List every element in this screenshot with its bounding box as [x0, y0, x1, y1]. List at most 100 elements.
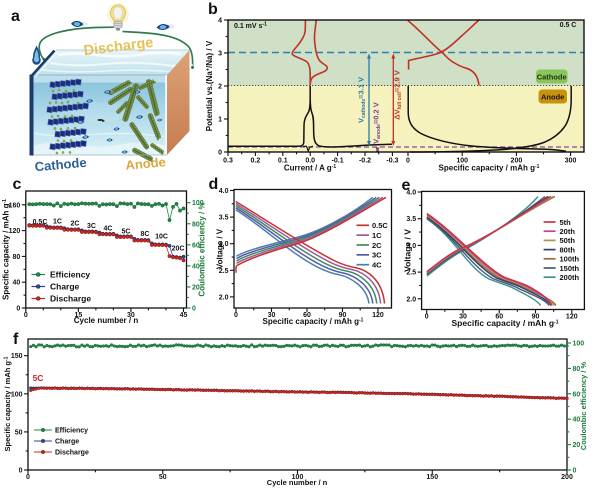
svg-text:Cathode: Cathode [537, 73, 567, 82]
svg-text:80: 80 [13, 254, 21, 261]
svg-text:Anode: Anode [541, 93, 564, 102]
svg-text:4.0: 4.0 [406, 190, 416, 197]
svg-text:30: 30 [268, 312, 276, 319]
svg-text:40: 40 [573, 417, 581, 424]
svg-text:f: f [13, 331, 19, 348]
svg-text:2C: 2C [372, 241, 382, 250]
svg-text:Cycle number / n: Cycle number / n [74, 316, 139, 325]
svg-text:c: c [13, 176, 22, 193]
svg-text:-0.2: -0.2 [359, 158, 371, 165]
svg-text:e: e [402, 177, 411, 194]
svg-text:100: 100 [292, 474, 304, 481]
svg-text:0.0: 0.0 [305, 158, 315, 165]
svg-text:0: 0 [16, 306, 20, 313]
svg-text:Cycle number / n: Cycle number / n [267, 478, 328, 487]
svg-text:Discharge: Discharge [55, 450, 89, 457]
svg-text:3.5: 3.5 [406, 216, 416, 223]
svg-text:0: 0 [425, 313, 429, 320]
svg-text:Current / A g-1: Current / A g-1 [284, 164, 337, 173]
svg-text:0: 0 [406, 158, 410, 165]
svg-text:1C: 1C [53, 219, 62, 226]
svg-text:5C: 5C [33, 373, 44, 383]
svg-text:0: 0 [234, 312, 238, 319]
svg-text:Specific capacity / mAh g-1: Specific capacity / mAh g-1 [3, 356, 12, 451]
svg-text:Specific capacity / mAh g-1: Specific capacity / mAh g-1 [2, 199, 11, 300]
svg-text:160: 160 [9, 202, 21, 209]
svg-text:Vanode=0.2 V: Vanode=0.2 V [372, 102, 383, 144]
svg-text:Vcathode=3.1 V: Vcathode=3.1 V [357, 77, 368, 123]
svg-text:50: 50 [15, 429, 23, 436]
svg-text:120: 120 [566, 313, 578, 320]
svg-text:Potential vs.(Na+/Na) / V: Potential vs.(Na+/Na) / V [205, 40, 214, 131]
svg-text:20C: 20C [172, 246, 185, 253]
svg-text:80: 80 [573, 366, 581, 373]
svg-text:120: 120 [9, 228, 21, 235]
svg-text:3.5: 3.5 [219, 215, 229, 222]
svg-text:Charge: Charge [50, 282, 80, 292]
svg-text:20: 20 [192, 284, 200, 291]
svg-text:Coulombic efficiency / %: Coulombic efficiency / % [198, 202, 207, 296]
svg-text:2C: 2C [71, 221, 80, 228]
svg-text:80th: 80th [560, 245, 576, 254]
svg-text:150: 150 [426, 474, 438, 481]
svg-text:40: 40 [13, 280, 21, 287]
svg-text:30: 30 [459, 313, 467, 320]
svg-text:20th: 20th [560, 227, 576, 236]
svg-text:0: 0 [24, 312, 28, 319]
svg-text:0: 0 [192, 306, 196, 313]
svg-text:100: 100 [11, 391, 23, 398]
svg-text:0.5C: 0.5C [33, 219, 48, 226]
svg-text:80: 80 [192, 221, 200, 228]
svg-text:Anode: Anode [125, 154, 167, 172]
svg-text:0.1 mV s-1: 0.1 mV s-1 [234, 22, 267, 31]
svg-text:100: 100 [456, 158, 468, 165]
svg-text:0.2: 0.2 [251, 158, 261, 165]
svg-text:0.5 C: 0.5 C [560, 22, 577, 29]
svg-text:0: 0 [19, 468, 23, 475]
svg-text:15: 15 [74, 312, 82, 319]
svg-text:Cathode: Cathode [34, 155, 87, 174]
svg-text:200: 200 [561, 474, 573, 481]
svg-text:10C: 10C [155, 234, 168, 241]
svg-text:3C: 3C [372, 251, 382, 260]
svg-text:0: 0 [573, 468, 577, 475]
svg-text:2.0: 2.0 [219, 294, 229, 301]
svg-text:200: 200 [511, 158, 523, 165]
svg-text:d: d [209, 176, 219, 193]
svg-text:a: a [11, 8, 20, 25]
svg-text:60: 60 [495, 313, 503, 320]
svg-text:Charge: Charge [55, 439, 79, 446]
svg-text:Voltage / V: Voltage / V [216, 228, 225, 269]
svg-text:150: 150 [11, 353, 23, 360]
svg-text:50th: 50th [560, 236, 576, 245]
svg-text:2.0: 2.0 [406, 296, 416, 303]
svg-text:200th: 200th [560, 273, 580, 282]
svg-text:2.5: 2.5 [219, 268, 229, 275]
svg-text:3C: 3C [87, 223, 96, 230]
svg-text:3.0: 3.0 [406, 243, 416, 250]
svg-text:0: 0 [26, 474, 30, 481]
svg-text:ΔVfull cell=2.9 V: ΔVfull cell=2.9 V [393, 70, 404, 120]
svg-text:3: 3 [218, 51, 222, 58]
svg-text:Discharge: Discharge [50, 294, 91, 304]
svg-text:Efficiency: Efficiency [55, 428, 88, 435]
svg-text:b: b [208, 1, 218, 18]
svg-text:5C: 5C [122, 229, 131, 236]
svg-text:5th: 5th [560, 218, 572, 227]
svg-text:40: 40 [192, 263, 200, 270]
svg-text:90: 90 [532, 313, 540, 320]
svg-text:100: 100 [573, 341, 585, 348]
svg-text:3.0: 3.0 [219, 241, 229, 248]
svg-text:20: 20 [573, 442, 581, 449]
svg-text:90: 90 [339, 312, 347, 319]
svg-text:4C: 4C [104, 226, 113, 233]
svg-text:60: 60 [573, 391, 581, 398]
svg-text:100: 100 [192, 200, 204, 207]
svg-text:120: 120 [372, 312, 384, 319]
svg-text:Specific capacity / mAh g-1: Specific capacity / mAh g-1 [452, 318, 559, 328]
svg-text:300: 300 [565, 158, 577, 165]
svg-text:-0.3: -0.3 [386, 158, 398, 165]
svg-text:-0.1: -0.1 [332, 158, 344, 165]
svg-text:1: 1 [218, 117, 222, 124]
svg-text:Specific capacity / mAh g-1: Specific capacity / mAh g-1 [263, 317, 364, 326]
